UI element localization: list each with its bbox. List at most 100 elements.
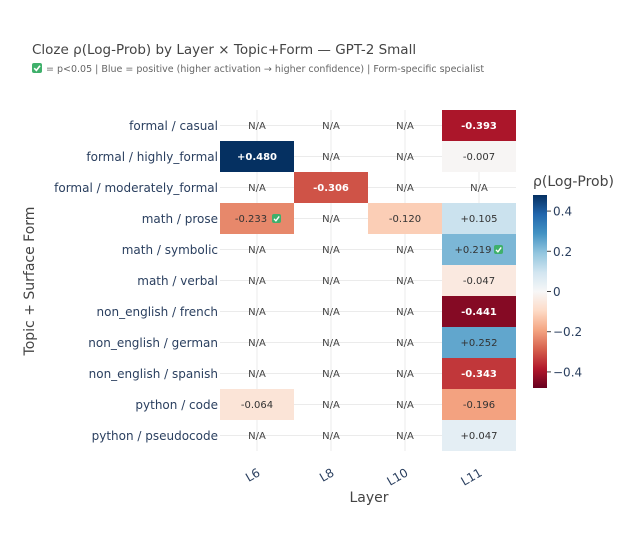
- chart-title: Cloze ρ(Log-Prob) by Layer × Topic+Form …: [32, 42, 416, 58]
- cell-value-label: N/A: [322, 400, 340, 411]
- cell-value-label: N/A: [322, 431, 340, 442]
- heatmap-cell: [220, 141, 294, 172]
- heatmap-cell: [442, 141, 516, 172]
- heatmap-cell: [442, 327, 516, 358]
- y-axis-title: Topic + Surface Form: [22, 207, 38, 357]
- cell-value-label: N/A: [322, 214, 340, 225]
- y-tick-label: formal / casual: [129, 119, 218, 133]
- colorbar-tick-label: −0.2: [553, 325, 582, 339]
- cell-value-label: N/A: [248, 121, 266, 132]
- cell-value-label: N/A: [248, 369, 266, 380]
- cell-labels: N/A N/A N/A -0.393 +0.480 N/A N/A -0.007 N/A -0.3…: [235, 121, 503, 442]
- heatmap-cell: [442, 296, 516, 327]
- cell-value-label: -0.441: [461, 307, 497, 318]
- y-tick-label: math / verbal: [137, 274, 218, 288]
- heatmap-cell: [442, 358, 516, 389]
- cell-value-label: N/A: [322, 245, 340, 256]
- heatmap-cell: [220, 203, 294, 234]
- cell-value-label: N/A: [396, 338, 414, 349]
- heatmap-cell: [442, 265, 516, 296]
- cell-value-label: -0.196: [463, 400, 495, 411]
- heatmap-cell: [442, 389, 516, 420]
- y-tick-label: math / symbolic: [122, 243, 218, 257]
- cell-value-label: -0.064: [241, 400, 273, 411]
- cell-value-label: N/A: [322, 152, 340, 163]
- heatmap-cell: [442, 203, 516, 234]
- cell-value-label: -0.306: [313, 183, 349, 194]
- y-tick-label: non_english / spanish: [89, 367, 218, 381]
- significance-check-icon: [272, 214, 281, 223]
- cell-value-label: N/A: [396, 400, 414, 411]
- cell-value-label: -0.233: [235, 214, 267, 225]
- cell-value-label: N/A: [248, 245, 266, 256]
- chart-subtitle-text: = p<0.05 | Blue = positive (higher activ…: [46, 64, 484, 75]
- x-tick-label: L10: [384, 465, 410, 488]
- cell-value-label: +0.105: [460, 214, 497, 225]
- cell-value-label: N/A: [248, 338, 266, 349]
- y-tick-labels: formal / casual formal / highly_formalfor…: [54, 119, 218, 443]
- heatmap-cell: [442, 234, 516, 265]
- x-tick-labels: L6 L8 L10 L11: [243, 465, 484, 488]
- x-tick-label: L6: [243, 465, 262, 484]
- y-tick-label: formal / highly_formal: [86, 150, 218, 164]
- significance-check-icon: [494, 245, 503, 254]
- heatmap-cell: [368, 203, 442, 234]
- cell-value-label: N/A: [322, 276, 340, 287]
- x-tick-label: L8: [317, 465, 336, 484]
- colorbar-ticks: 0.4 0.2 0 −0.2 −0.4: [547, 205, 582, 379]
- colorbar-gradient: [533, 195, 547, 388]
- x-tick-label: L11: [458, 465, 484, 488]
- heatmap-cell: [442, 110, 516, 141]
- cell-value-label: N/A: [396, 152, 414, 163]
- heatmap-cell: [220, 389, 294, 420]
- cell-value-label: N/A: [396, 245, 414, 256]
- heatmap-cell: [294, 172, 368, 203]
- significance-checkmark: [273, 215, 280, 222]
- y-tick-label: formal / moderately_formal: [54, 181, 218, 195]
- y-tick-label: non_english / german: [88, 336, 218, 350]
- colorbar: ρ(Log-Prob) 0.4 0.2 0 −0.2 −0.4: [533, 174, 614, 388]
- colorbar-tick-label: −0.4: [553, 365, 582, 379]
- y-tick-label: math / prose: [142, 212, 218, 226]
- cell-value-label: N/A: [396, 183, 414, 194]
- cell-value-label: -0.343: [461, 369, 497, 380]
- colorbar-tick-label: 0.2: [553, 245, 572, 259]
- heatmap-cell: [442, 420, 516, 451]
- cell-value-label: N/A: [396, 276, 414, 287]
- cell-value-label: N/A: [322, 307, 340, 318]
- cell-value-label: -0.047: [463, 276, 495, 287]
- check-badge-icon: [32, 63, 42, 73]
- colorbar-tick-label: 0.4: [553, 205, 572, 219]
- cell-value-label: +0.047: [460, 431, 497, 442]
- cell-value-label: +0.480: [237, 152, 277, 163]
- cell-value-label: N/A: [396, 307, 414, 318]
- cell-value-label: N/A: [248, 183, 266, 194]
- cell-value-label: -0.007: [463, 152, 495, 163]
- chart-subtitle: = p<0.05 | Blue = positive (higher activ…: [32, 63, 484, 75]
- cell-value-label: +0.252: [460, 338, 497, 349]
- y-tick-label: non_english / french: [97, 305, 218, 319]
- cell-value-label: N/A: [322, 338, 340, 349]
- cell-value-label: N/A: [396, 121, 414, 132]
- cell-value-label: N/A: [248, 276, 266, 287]
- colorbar-tick-label: 0: [553, 285, 561, 299]
- cell-value-label: -0.120: [389, 214, 421, 225]
- cell-value-label: -0.393: [461, 121, 497, 132]
- x-axis-title: Layer: [349, 490, 388, 506]
- cell-value-label: N/A: [248, 431, 266, 442]
- cell-value-label: N/A: [470, 183, 488, 194]
- cell-value-label: N/A: [322, 121, 340, 132]
- colorbar-title: ρ(Log-Prob): [533, 174, 614, 190]
- cell-value-label: +0.219: [454, 245, 491, 256]
- cell-value-label: N/A: [248, 307, 266, 318]
- y-tick-label: python / pseudocode: [92, 429, 218, 443]
- significance-checkmark: [495, 246, 502, 253]
- y-tick-label: python / code: [135, 398, 218, 412]
- heatmap-cells: [220, 110, 516, 451]
- cell-value-label: N/A: [396, 369, 414, 380]
- checkmark-icon: [33, 65, 41, 72]
- cell-value-label: N/A: [322, 369, 340, 380]
- cell-value-label: N/A: [396, 431, 414, 442]
